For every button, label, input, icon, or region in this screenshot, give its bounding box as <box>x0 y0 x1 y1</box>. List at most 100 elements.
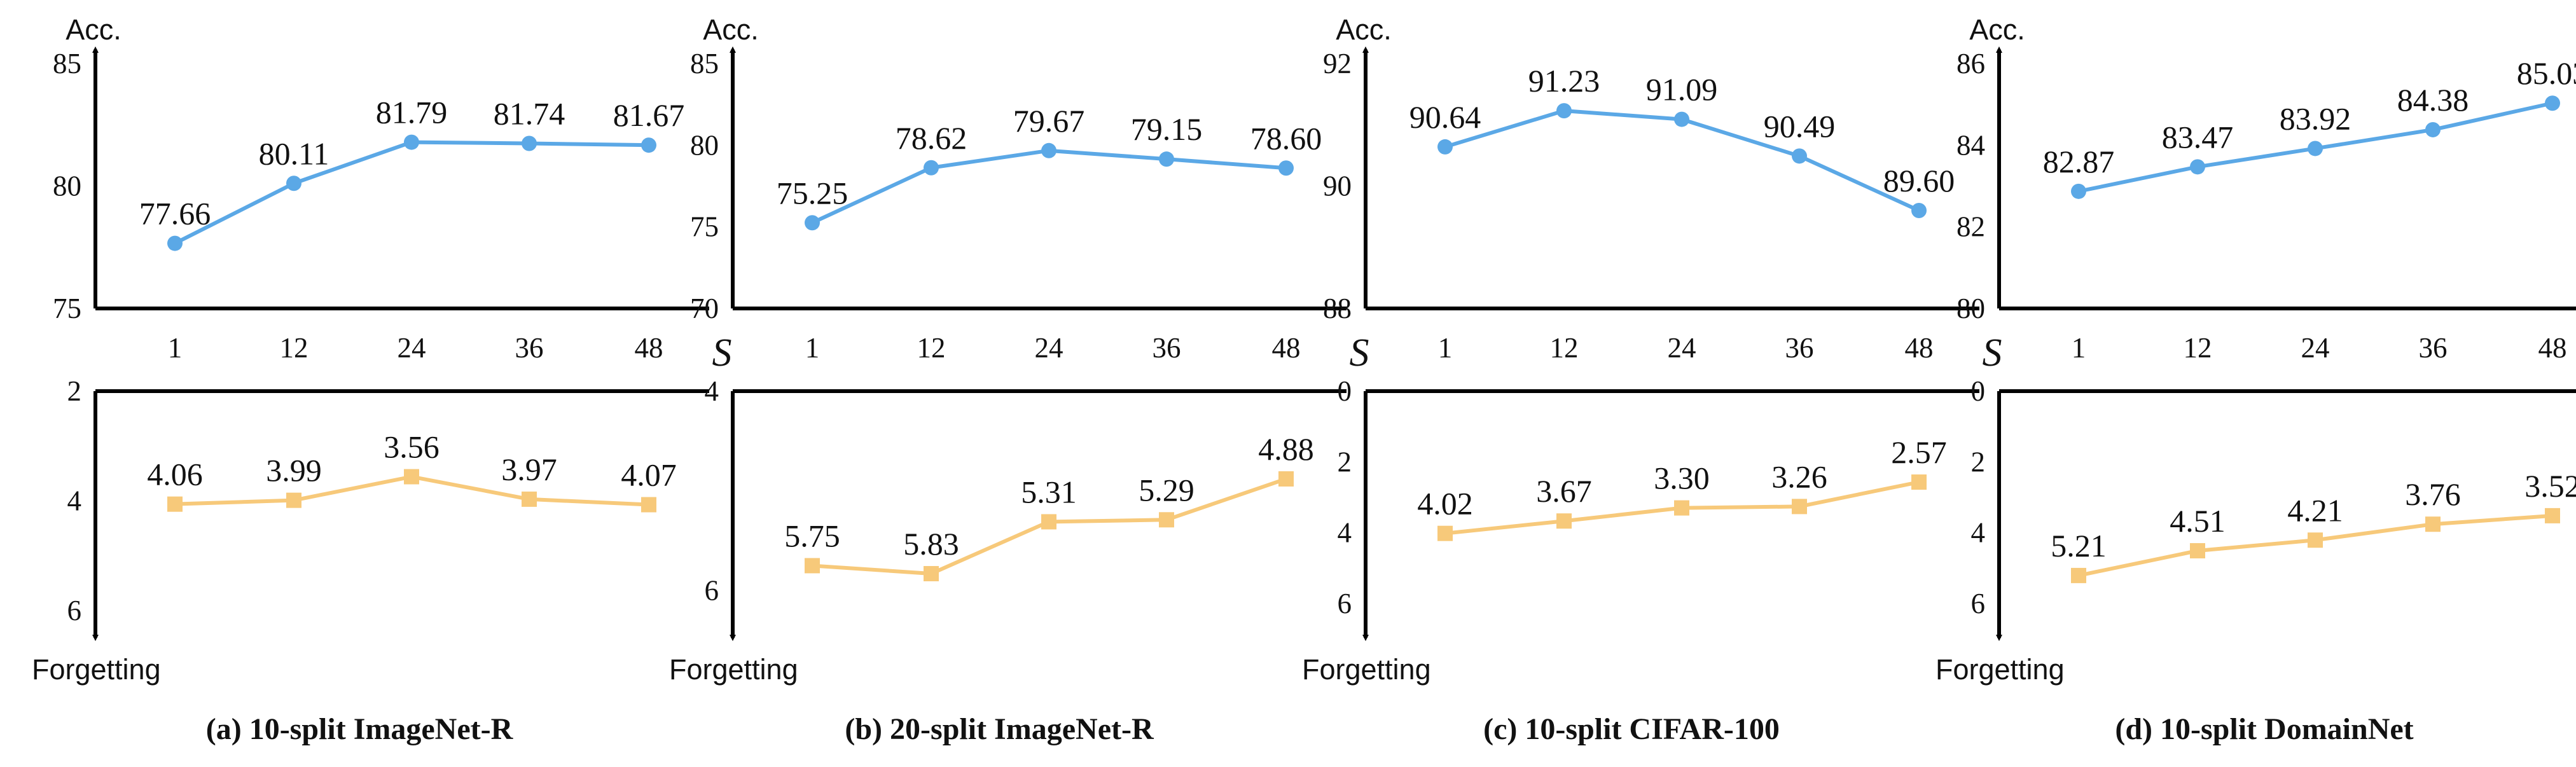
accuracy-point <box>1041 142 1056 158</box>
acc-y-tick-label: 80 <box>690 129 719 161</box>
accuracy-data-label: 75.25 <box>777 175 848 211</box>
forgetting-data-label: 3.99 <box>266 453 322 488</box>
acc-y-tick-label: 80 <box>1956 293 1985 324</box>
x-tick-label: 48 <box>635 332 663 364</box>
forgetting-data-label: 5.21 <box>2051 528 2107 563</box>
acc-axis-label: Acc. <box>703 13 759 46</box>
forgetting-point <box>2308 532 2323 548</box>
x-tick-label: 12 <box>1550 332 1579 364</box>
forgetting-data-label: 5.83 <box>903 526 959 562</box>
forgetting-data-label: 2.57 <box>1891 434 1947 470</box>
acc-y-tick-label: 75 <box>690 211 719 243</box>
accuracy-point <box>286 176 301 191</box>
x-tick-label: 12 <box>280 332 308 364</box>
forgetting-point <box>286 492 301 508</box>
accuracy-data-label: 83.92 <box>2280 100 2351 136</box>
x-tick-label: 1 <box>168 332 183 364</box>
panel-caption: (b) 20-split ImageNet-R <box>845 712 1154 746</box>
forget-y-tick-label: 4 <box>1971 517 1986 549</box>
acc-y-tick-label: 85 <box>690 48 719 79</box>
forgetting-point <box>404 469 419 485</box>
forgetting-point <box>1437 525 1453 541</box>
accuracy-point <box>924 160 939 176</box>
forgetting-point <box>805 558 820 574</box>
forgetting-data-label: 3.76 <box>2405 476 2461 512</box>
acc-y-tick-label: 75 <box>53 293 81 324</box>
forgetting-data-label: 4.06 <box>147 457 203 492</box>
accuracy-point <box>1674 111 1689 127</box>
acc-y-tick-label: 70 <box>690 293 719 324</box>
accuracy-data-label: 77.66 <box>139 196 211 231</box>
forgetting-data-label: 4.51 <box>2170 503 2226 539</box>
forgetting-point <box>2071 567 2086 583</box>
x-tick-label: 36 <box>1153 332 1181 364</box>
acc-axis-label: Acc. <box>1969 13 2025 46</box>
accuracy-point <box>522 135 537 151</box>
accuracy-point <box>404 134 419 150</box>
forgetting-point <box>522 491 537 507</box>
forgetting-point <box>1911 474 1927 490</box>
forgetting-point <box>641 497 656 513</box>
x-tick-label: 36 <box>2419 332 2448 364</box>
accuracy-point <box>1556 103 1572 119</box>
accuracy-line <box>811 148 1287 225</box>
accuracy-data-label: 78.60 <box>1250 120 1322 156</box>
forgetting-data-label: 3.67 <box>1536 473 1592 509</box>
forgetting-data-label: 5.31 <box>1021 474 1077 509</box>
forgetting-data-label: 3.26 <box>1771 459 1827 494</box>
acc-y-tick-label: 86 <box>1956 48 1985 79</box>
forget-y-tick-label: 2 <box>1338 446 1352 478</box>
x-tick-label: 1 <box>805 332 820 364</box>
accuracy-point <box>1159 151 1174 167</box>
accuracy-point <box>2308 141 2323 156</box>
forgetting-data-label: 4.21 <box>2287 492 2343 528</box>
x-tick-label: 24 <box>398 332 426 364</box>
acc-y-tick-label: 92 <box>1323 48 1352 79</box>
forgetting-point <box>167 496 183 512</box>
accuracy-data-label: 83.47 <box>2162 119 2234 155</box>
acc-y-tick-label: 82 <box>1956 211 1985 243</box>
acc-y-tick-label: 80 <box>53 170 81 202</box>
accuracy-point <box>2071 183 2086 199</box>
forget-y-tick-label: 6 <box>1338 588 1352 619</box>
panel-d: Acc.80828486112243648S82.8783.4783.9284.… <box>1935 13 2576 746</box>
forgetting-point <box>2545 508 2560 523</box>
forgetting-point <box>1556 513 1572 529</box>
panel-caption: (c) 10-split CIFAR-100 <box>1483 712 1780 746</box>
forget-y-tick-label: 0 <box>1338 375 1352 407</box>
forgetting-point <box>2190 542 2205 558</box>
forgetting-point <box>1674 500 1689 516</box>
panel-caption: (a) 10-split ImageNet-R <box>206 712 514 746</box>
accuracy-point <box>2425 121 2441 137</box>
accuracy-point <box>1911 203 1927 218</box>
forget-y-tick-label: 2 <box>67 375 82 407</box>
x-tick-label: 24 <box>1035 332 1063 364</box>
accuracy-point <box>1437 139 1453 155</box>
x-axis-label: S <box>1350 331 1369 375</box>
x-tick-label: 48 <box>2538 332 2567 364</box>
x-tick-label: 12 <box>917 332 946 364</box>
acc-y-tick-label: 88 <box>1323 293 1352 324</box>
accuracy-data-label: 79.15 <box>1131 111 1203 147</box>
accuracy-point <box>2190 159 2205 175</box>
x-tick-label: 48 <box>1272 332 1301 364</box>
panel-caption: (d) 10-split DomainNet <box>2115 712 2413 746</box>
x-tick-label: 1 <box>2072 332 2086 364</box>
accuracy-data-label: 81.74 <box>494 96 565 132</box>
forgetting-point <box>924 565 939 581</box>
accuracy-data-label: 81.67 <box>613 97 685 133</box>
forget-axis-label: Forgetting <box>1302 653 1431 686</box>
x-tick-label: 36 <box>515 332 544 364</box>
forget-y-tick-label: 4 <box>705 375 719 407</box>
forget-y-tick-label: 4 <box>67 485 82 517</box>
x-tick-label: 24 <box>2301 332 2330 364</box>
forget-y-tick-label: 0 <box>1971 375 1986 407</box>
accuracy-data-label: 82.87 <box>2043 144 2115 179</box>
forgetting-point <box>1792 499 1807 515</box>
accuracy-data-label: 91.09 <box>1646 72 1718 107</box>
x-tick-label: 24 <box>1668 332 1696 364</box>
x-axis-label: S <box>1983 331 2002 375</box>
accuracy-point <box>805 215 820 231</box>
